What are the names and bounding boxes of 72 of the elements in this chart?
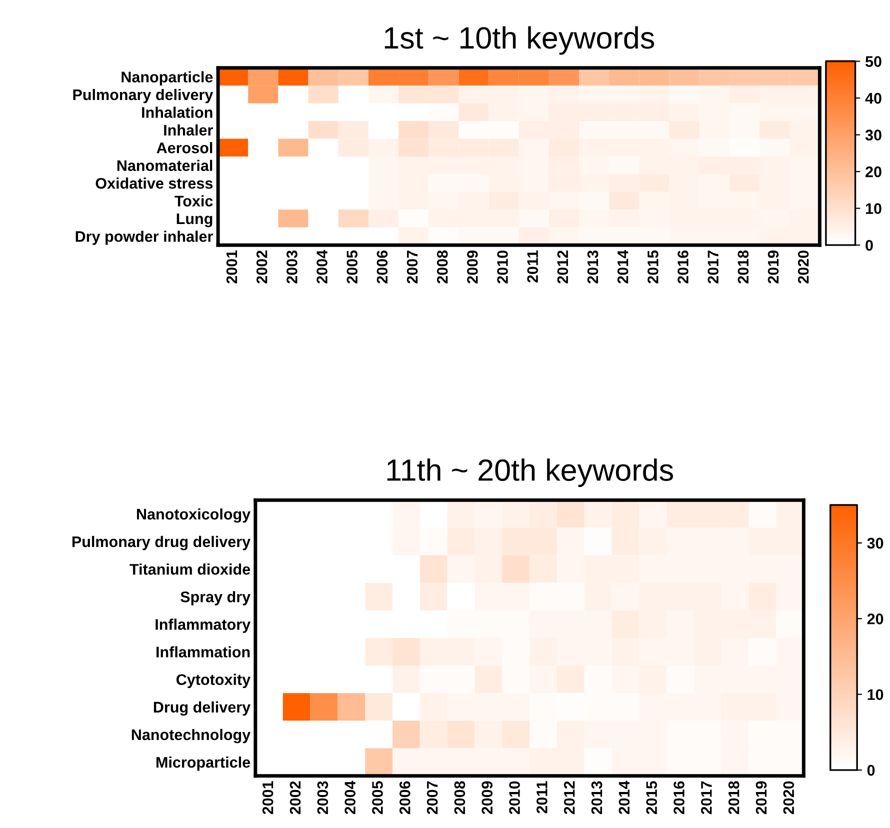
x-tick-label: 2016	[674, 781, 684, 814]
y-tick-label: Spray dry	[180, 591, 250, 606]
color-bar-label: 50	[865, 56, 882, 67]
y-tick-label: Nanotoxicology	[137, 508, 250, 523]
y-tick-label: Inhaler	[164, 124, 213, 136]
x-tick-label: 2016	[678, 250, 688, 284]
y-tick-label: Inflammatory	[156, 618, 250, 633]
y-tick-label: Microparticle	[156, 756, 250, 771]
y-tick-label: Nanomaterial	[117, 160, 212, 172]
y-tick-label: Titanium dioxide	[130, 564, 250, 575]
y-tick-label: Inhalation	[142, 106, 212, 118]
x-tick-label: 2001	[262, 781, 274, 814]
y-tick-label: Toxic	[174, 195, 213, 206]
x-tick-label: 2019	[768, 250, 779, 284]
y-tick-label: Lung	[176, 214, 212, 228]
x-tick-label: 2002	[256, 250, 268, 284]
x-tick-label: 2001	[226, 250, 238, 284]
y-tick-label: Cytotoxity	[176, 674, 250, 688]
color-bar-label: 10	[868, 689, 884, 700]
x-tick-label: 2012	[557, 250, 568, 284]
color-bar-label: 20	[867, 614, 884, 624]
x-tick-label: 2006	[376, 250, 388, 284]
chart-title: 1st ~ 10th keywords	[384, 26, 654, 55]
x-tick-label: 2014	[618, 780, 630, 814]
x-tick-label: 2006	[399, 781, 410, 814]
x-tick-label: 2005	[346, 250, 358, 284]
color-bar-label: 40	[865, 92, 882, 104]
x-tick-label: 2017	[708, 250, 719, 284]
x-tick-label: 2018	[738, 250, 749, 284]
y-tick-label: Nanoparticle	[122, 71, 213, 86]
x-tick-label: 2015	[646, 781, 658, 814]
color-bar-label: 0	[866, 240, 873, 251]
x-tick-label: 2003	[286, 250, 298, 284]
x-tick-label: 2009	[467, 250, 478, 284]
x-tick-label: 2017	[701, 781, 712, 814]
y-tick-label: Inflammation	[156, 646, 250, 658]
x-tick-label: 2019	[756, 781, 767, 814]
x-tick-label: 2007	[426, 781, 438, 814]
x-tick-label: 2014	[617, 250, 628, 284]
x-tick-label: 2002	[290, 781, 301, 814]
x-tick-label: 2007	[406, 250, 418, 284]
x-tick-label: 2012	[564, 781, 575, 814]
y-tick-label: Nanotechnology	[132, 728, 250, 744]
x-tick-label: 2011	[527, 250, 538, 283]
x-tick-label: 2009	[482, 781, 493, 814]
y-tick-label: Dry powder inhaler	[76, 230, 213, 245]
x-tick-label: 2011	[536, 781, 548, 814]
x-tick-label: 2015	[648, 250, 658, 284]
x-tick-label: 2008	[436, 250, 448, 284]
x-tick-label: 2004	[316, 250, 328, 284]
y-tick-label: Oxidative stress	[96, 178, 213, 189]
x-tick-label: 2018	[728, 781, 740, 814]
y-tick-label: Aerosol	[156, 142, 212, 154]
color-bar-label: 30	[865, 130, 882, 141]
x-tick-label: 2008	[454, 781, 466, 814]
y-tick-label: Drug delivery	[154, 701, 250, 716]
color-bar-label: 0	[867, 764, 875, 776]
x-tick-label: 2010	[509, 781, 520, 814]
x-tick-label: 2020	[783, 781, 794, 814]
color-bar-label: 10	[866, 203, 882, 214]
x-tick-label: 2005	[372, 781, 383, 814]
x-tick-label: 2013	[587, 250, 598, 284]
color-bar-label: 30	[867, 538, 884, 549]
x-tick-label: 2013	[591, 781, 602, 814]
color-bar-label: 20	[866, 166, 882, 178]
chart-title: 11th ~ 20th keywords	[387, 458, 673, 488]
x-tick-label: 2010	[497, 250, 508, 284]
x-tick-label: 2004	[344, 780, 356, 814]
x-tick-label: 2020	[798, 250, 809, 284]
y-tick-label: Pulmonary drug delivery	[72, 536, 250, 550]
y-tick-label: Pulmonary delivery	[73, 88, 214, 104]
x-tick-label: 2003	[317, 781, 328, 814]
